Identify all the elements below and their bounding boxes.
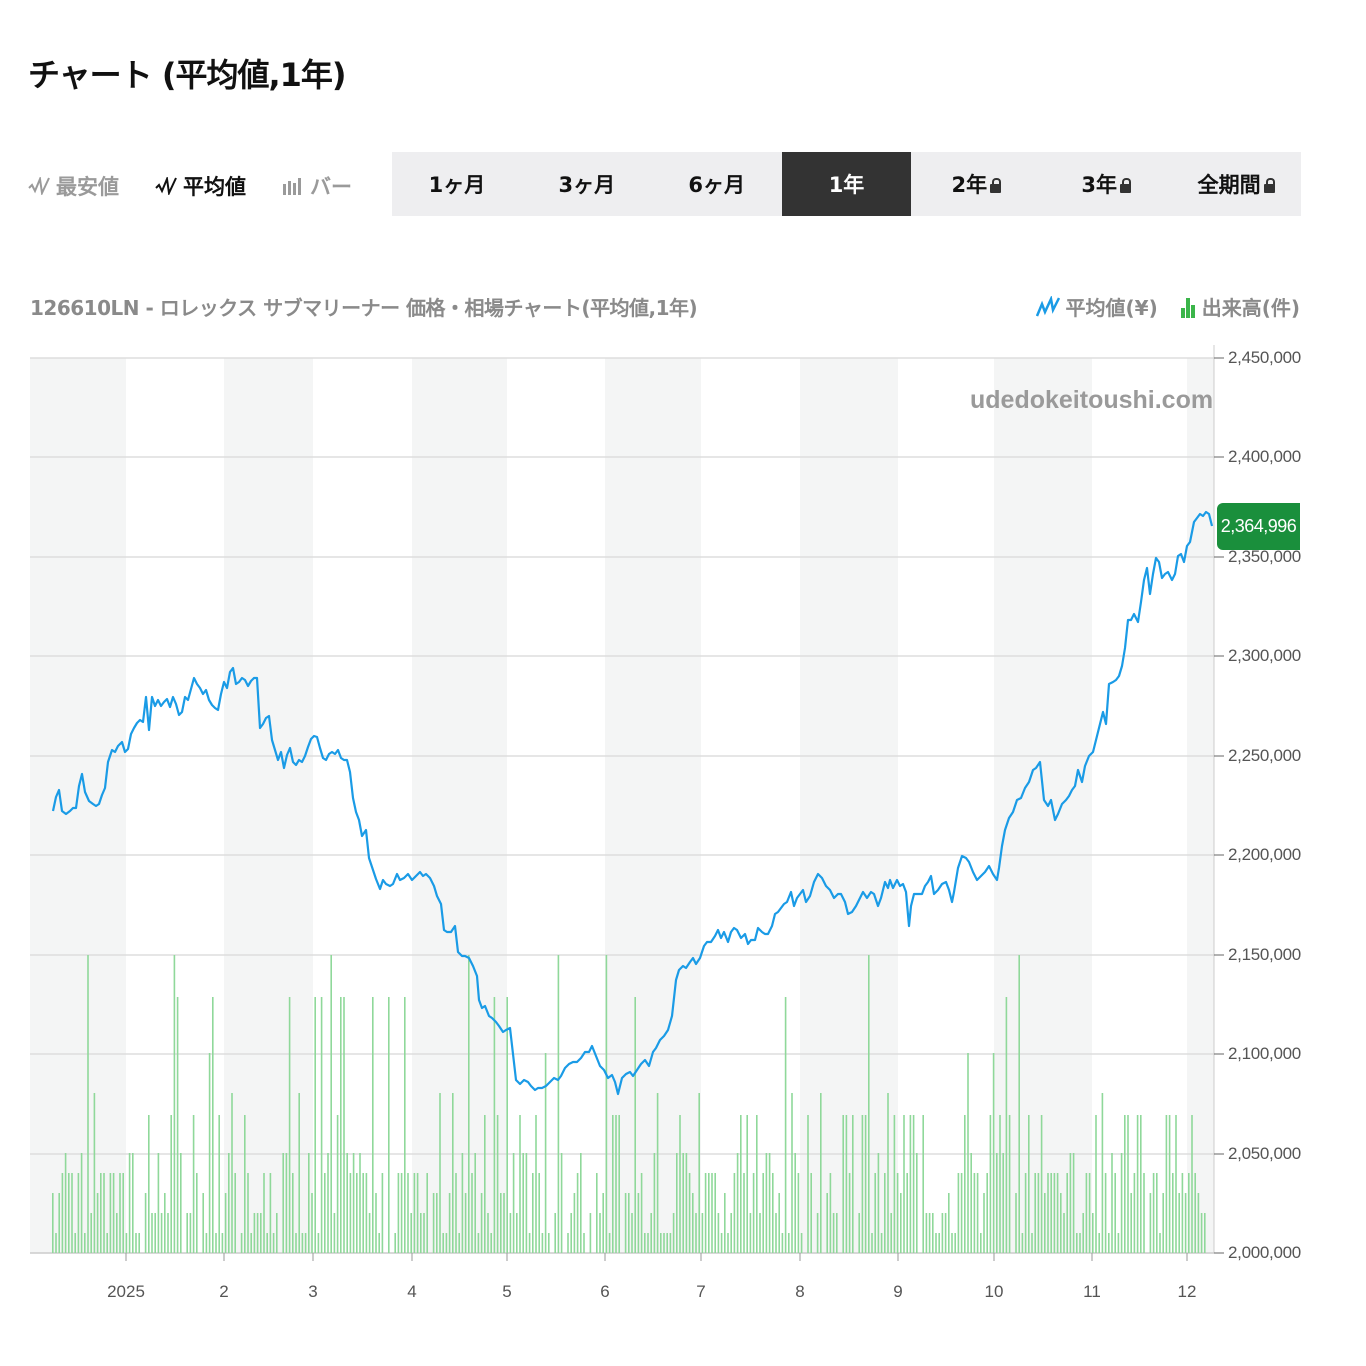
bar-chart-icon	[283, 178, 301, 195]
y-axis	[1213, 345, 1224, 1254]
chart-type-average[interactable]: 平均値	[155, 171, 246, 201]
y-tick-label: 2,300,000	[1228, 646, 1301, 665]
period-label: 6ヶ月	[688, 173, 745, 197]
y-tick-label: 2,050,000	[1228, 1144, 1301, 1163]
chart-type-label: 平均値	[183, 175, 246, 199]
period-label: 全期間	[1197, 173, 1261, 197]
month-bands	[30, 358, 1214, 1253]
period-label: 1年	[828, 173, 865, 197]
period-label: 3ヶ月	[558, 173, 616, 197]
x-axis	[125, 1253, 1188, 1261]
chart-type-switch: 最安値 平均値 バー	[28, 166, 352, 206]
lock-icon	[1263, 178, 1275, 193]
period-1year[interactable]: 1年	[781, 152, 912, 216]
x-tick-label: 4	[407, 1282, 417, 1301]
x-tick-label: 3	[308, 1282, 318, 1301]
period-label: 1ヶ月	[428, 173, 486, 197]
x-tick-label: 11	[1083, 1282, 1101, 1301]
x-tick-label: 2	[219, 1282, 229, 1301]
price-line	[51, 510, 1214, 1096]
line-series-icon	[1035, 295, 1060, 316]
y-tick-label: 2,100,000	[1228, 1044, 1301, 1063]
y-tick-label: 2,250,000	[1228, 746, 1301, 765]
watermark: udedokeitoushi.com	[970, 386, 1214, 414]
volume-bars	[52, 955, 1206, 1253]
legend-volume[interactable]: 出来高(件)	[1180, 292, 1300, 321]
period-1month[interactable]: 1ヶ月	[392, 152, 522, 216]
lock-icon	[1120, 178, 1132, 193]
chart-subtitle: 126610LN - ロレックス サブマリーナー 価格・相場チャート(平均値,1…	[30, 296, 698, 320]
line-chart-icon	[28, 177, 50, 195]
chart-legend: 平均値(¥) 出来高(件)	[1035, 292, 1300, 321]
page-title: チャート (平均値,1年)	[28, 56, 346, 94]
period-3years[interactable]: 3年	[1041, 152, 1171, 216]
period-selector: 1ヶ月 3ヶ月 6ヶ月 1年 2年 3年 全期間	[392, 152, 1301, 216]
chart-type-lowest[interactable]: 最安値	[28, 171, 119, 201]
line-chart-icon	[155, 177, 177, 195]
y-tick-label: 2,400,000	[1228, 447, 1301, 466]
y-tick-label: 2,000,000	[1228, 1243, 1301, 1262]
legend-label: 平均値(¥)	[1065, 296, 1158, 320]
y-tick-label: 2,450,000	[1228, 348, 1301, 367]
x-tick-label: 5	[502, 1282, 512, 1301]
chart-type-label: バー	[310, 175, 352, 199]
x-tick-label: 7	[696, 1282, 706, 1301]
y-tick-label: 2,200,000	[1228, 845, 1301, 864]
period-all[interactable]: 全期間	[1171, 152, 1301, 216]
y-tick-label: 2,150,000	[1228, 945, 1301, 964]
chart-type-label: 最安値	[56, 175, 119, 199]
legend-label: 出来高(件)	[1201, 296, 1300, 320]
x-tick-label: 10	[984, 1282, 1004, 1301]
legend-average-price[interactable]: 平均値(¥)	[1035, 292, 1158, 321]
period-label: 2年	[951, 173, 988, 197]
chart-type-bar[interactable]: バー	[282, 171, 352, 201]
x-tick-label: 12	[1177, 1282, 1197, 1301]
period-6months[interactable]: 6ヶ月	[652, 152, 782, 216]
volume-bar-icon	[1180, 297, 1195, 318]
period-3months[interactable]: 3ヶ月	[522, 152, 652, 216]
x-tick-label: 8	[795, 1282, 805, 1301]
last-value-badge: 2,364,996	[1217, 503, 1300, 550]
x-tick-label: 2025	[107, 1282, 145, 1301]
period-label: 3年	[1081, 173, 1118, 197]
y-tick-label: 2,350,000	[1228, 547, 1301, 566]
period-2years[interactable]: 2年	[911, 152, 1041, 216]
x-tick-label: 9	[893, 1282, 903, 1301]
lock-icon	[990, 178, 1002, 193]
x-tick-label: 6	[600, 1282, 610, 1301]
